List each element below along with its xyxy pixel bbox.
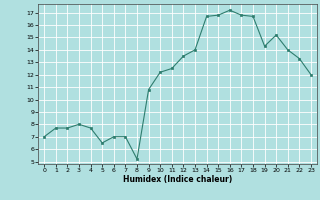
X-axis label: Humidex (Indice chaleur): Humidex (Indice chaleur) — [123, 175, 232, 184]
